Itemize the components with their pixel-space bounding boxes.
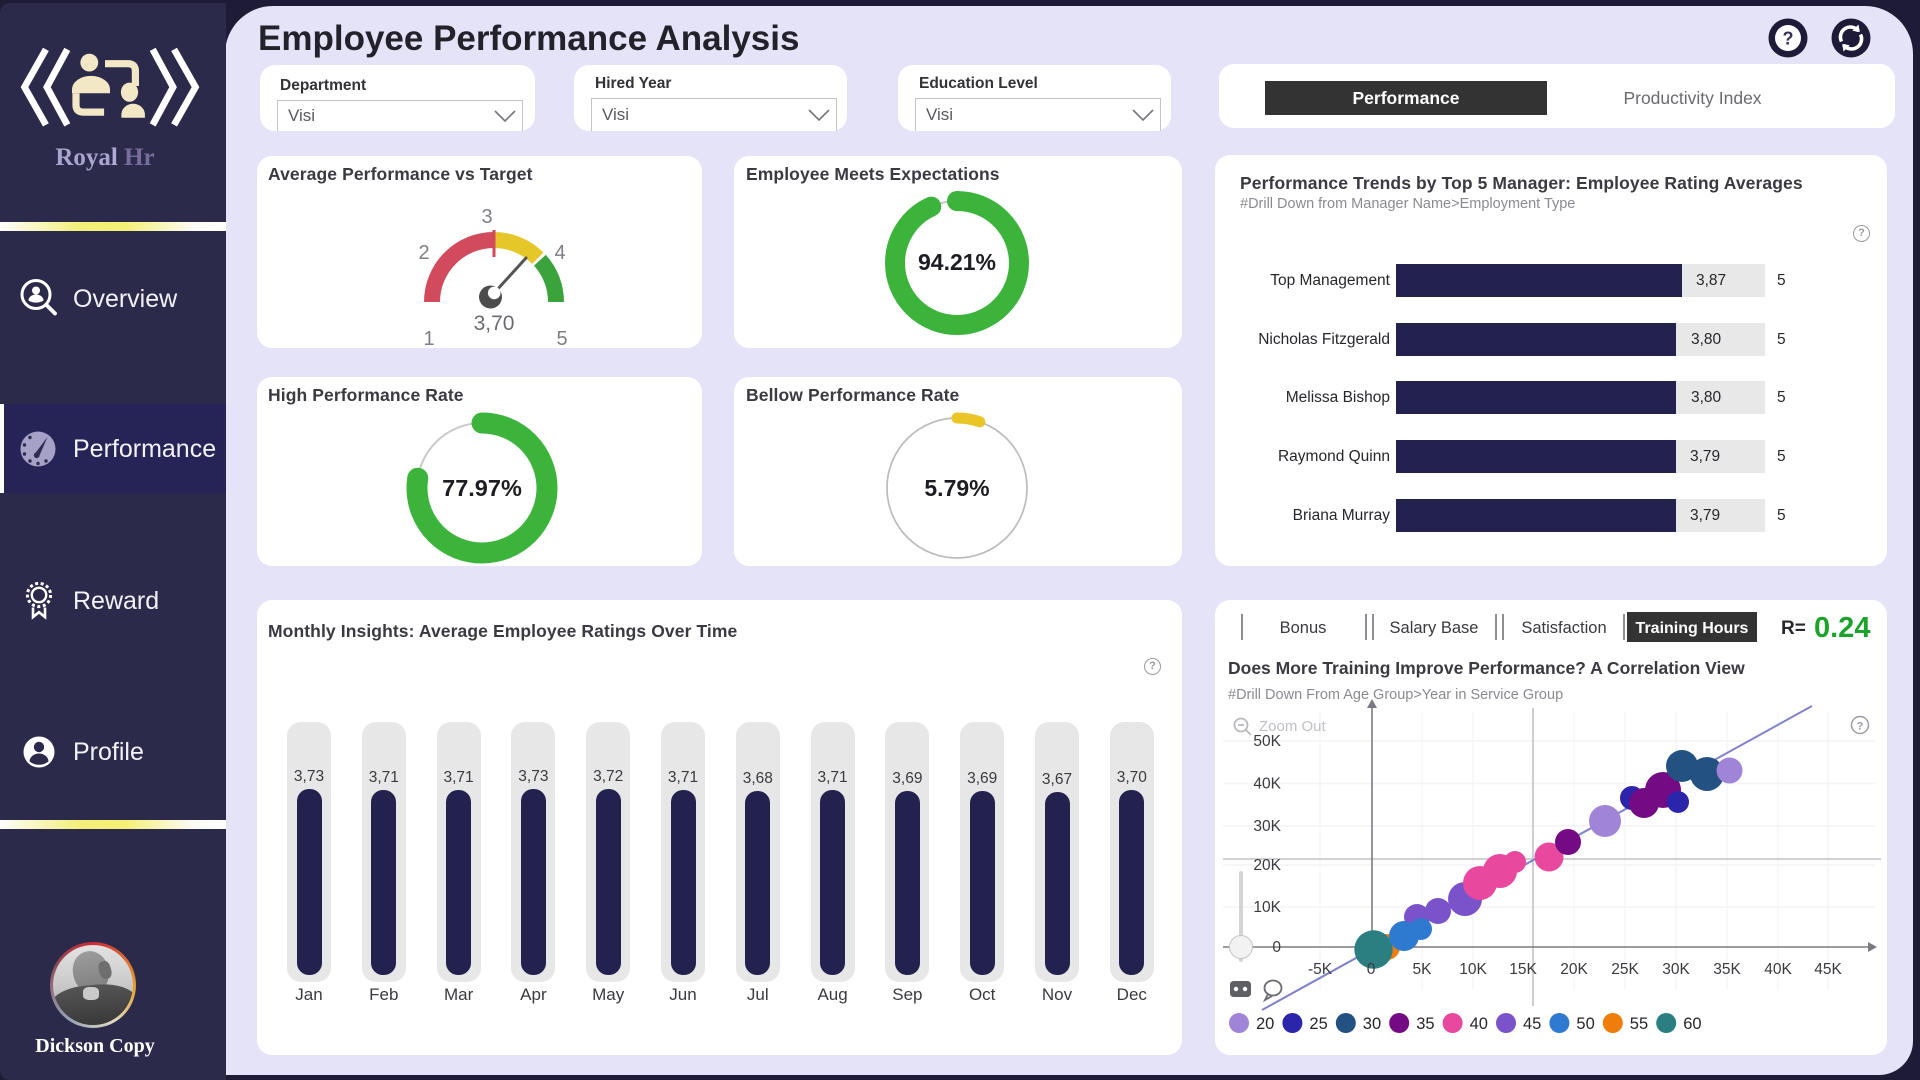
svg-text:60: 60 [1683, 1015, 1701, 1033]
svg-text:10K: 10K [1253, 899, 1281, 916]
svg-text:5.79%: 5.79% [924, 475, 989, 501]
svg-text:0.24: 0.24 [1814, 612, 1870, 644]
svg-text:20K: 20K [1253, 857, 1281, 874]
svg-text:4: 4 [554, 242, 565, 264]
svg-text:Salary Base: Salary Base [1390, 619, 1479, 637]
svg-text:20K: 20K [1560, 961, 1588, 978]
svg-text:45K: 45K [1814, 961, 1842, 978]
svg-text:45: 45 [1523, 1015, 1541, 1033]
svg-text:30: 30 [1363, 1015, 1381, 1033]
svg-text:Training Hours: Training Hours [1636, 620, 1749, 637]
svg-text:3: 3 [481, 206, 492, 228]
svg-text:Bonus: Bonus [1280, 619, 1327, 637]
svg-text:Does More Training Improve Per: Does More Training Improve Performance? … [1228, 658, 1745, 678]
svg-text:40K: 40K [1253, 776, 1281, 793]
svg-text:0: 0 [1272, 939, 1281, 956]
svg-text:77.97%: 77.97% [442, 475, 522, 501]
svg-text:1: 1 [423, 328, 434, 348]
svg-text:5K: 5K [1413, 961, 1433, 978]
svg-text:?: ? [1783, 29, 1794, 49]
svg-text:94.21%: 94.21% [918, 249, 996, 275]
svg-text:15K: 15K [1509, 961, 1537, 978]
svg-text:25: 25 [1309, 1015, 1327, 1033]
svg-text:40K: 40K [1764, 961, 1792, 978]
svg-text:35: 35 [1416, 1015, 1434, 1033]
svg-text:#Drill Down From Age Group>Yea: #Drill Down From Age Group>Year in Servi… [1228, 687, 1563, 703]
svg-text:Satisfaction: Satisfaction [1521, 619, 1606, 637]
svg-text:50: 50 [1576, 1015, 1594, 1033]
svg-text:30K: 30K [1253, 818, 1281, 835]
svg-text:-5K: -5K [1308, 961, 1333, 978]
svg-text:R=: R= [1781, 618, 1806, 639]
svg-text:2: 2 [418, 242, 429, 264]
svg-text:Zoom Out: Zoom Out [1259, 718, 1327, 735]
svg-text:30K: 30K [1662, 961, 1690, 978]
svg-text:3,70: 3,70 [474, 312, 515, 335]
svg-text:50K: 50K [1253, 733, 1281, 750]
svg-text:35K: 35K [1713, 961, 1741, 978]
svg-text:5: 5 [556, 328, 567, 348]
svg-text:25K: 25K [1611, 961, 1639, 978]
svg-text:40: 40 [1470, 1015, 1488, 1033]
svg-text:20: 20 [1256, 1015, 1274, 1033]
svg-text:55: 55 [1630, 1015, 1648, 1033]
svg-text:0: 0 [1367, 961, 1376, 978]
svg-text:?: ? [1857, 721, 1864, 733]
svg-text:10K: 10K [1459, 961, 1487, 978]
